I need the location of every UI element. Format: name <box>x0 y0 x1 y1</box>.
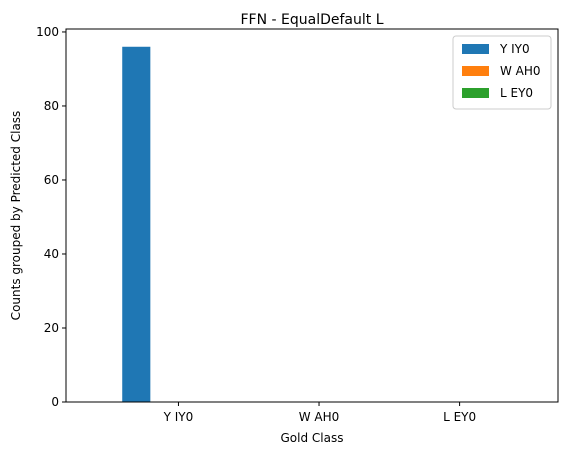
chart-title: FFN - EqualDefault L <box>240 12 383 28</box>
y-tick-label: 40 <box>44 247 59 261</box>
legend-swatch <box>462 88 489 98</box>
y-tick-label: 60 <box>44 173 59 187</box>
legend-label: Y IY0 <box>499 42 530 56</box>
x-tick-label: L EY0 <box>443 410 476 424</box>
legend-swatch <box>462 66 489 76</box>
x-axis-label: Gold Class <box>281 431 344 445</box>
legend-label: W AH0 <box>500 64 541 78</box>
x-axis: Y IY0 W AH0 L EY0 <box>163 402 476 424</box>
plot-area <box>122 46 151 403</box>
plot-frame <box>65 28 559 403</box>
y-tick-label: 80 <box>44 99 59 113</box>
y-tick-label: 0 <box>51 395 59 409</box>
legend-swatch <box>462 44 489 54</box>
y-tick-label: 20 <box>44 321 59 335</box>
x-tick-label: W AH0 <box>299 410 340 424</box>
legend-label: L EY0 <box>500 86 533 100</box>
y-axis: 0 20 40 60 80 100 <box>36 25 66 409</box>
x-tick-label: Y IY0 <box>163 410 194 424</box>
y-tick-label: 100 <box>36 25 59 39</box>
bar <box>122 46 151 403</box>
legend: Y IY0 W AH0 L EY0 <box>452 35 552 110</box>
y-axis-label: Counts grouped by Predicted Class <box>9 111 23 321</box>
